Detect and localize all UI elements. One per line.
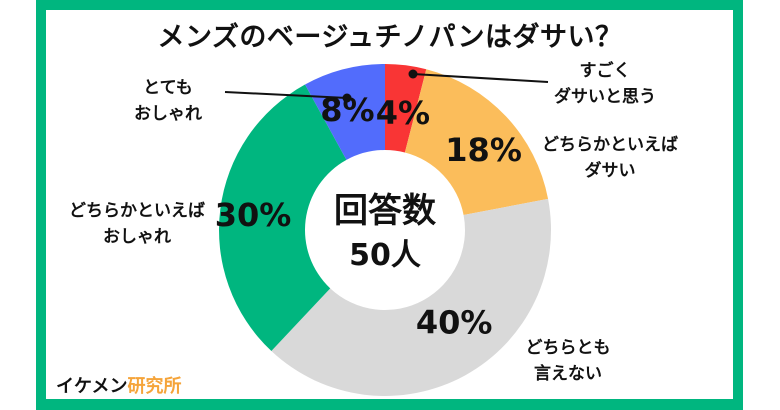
brand-accent: 研究所 bbox=[127, 376, 182, 397]
label-line: すごく bbox=[579, 61, 631, 81]
label-line: どちらかといえば bbox=[542, 135, 678, 155]
donut-slice bbox=[305, 64, 385, 160]
brand-logo: イケメン研究所 bbox=[56, 372, 181, 398]
donut-slice bbox=[404, 69, 549, 216]
label-line: 言えない bbox=[534, 364, 602, 384]
label-very-dasai: すごく ダサいと思う bbox=[530, 58, 680, 110]
percent-label: 18% bbox=[445, 131, 522, 169]
label-somewhat-dasai: どちらかといえば ダサい bbox=[525, 132, 695, 184]
center-label-title: 回答数 bbox=[334, 191, 436, 231]
callout-dot-very-dasai bbox=[408, 69, 418, 79]
label-line: とても bbox=[143, 78, 193, 98]
chart-title: メンズのベージュチノパンはダサい？ bbox=[157, 22, 623, 53]
label-line: おしゃれ bbox=[103, 227, 171, 247]
label-line: どちらとも bbox=[525, 338, 611, 358]
callout-line-very-stylish bbox=[224, 91, 348, 99]
label-line: どちらかといえば bbox=[69, 201, 205, 221]
donut-slice bbox=[271, 198, 551, 396]
brand-main: イケメン bbox=[56, 376, 128, 397]
percent-label: 40% bbox=[416, 303, 493, 341]
label-line: ダサいと思う bbox=[554, 87, 656, 107]
green-frame bbox=[36, 0, 743, 410]
percent-label: 4% bbox=[376, 94, 430, 132]
label-very-stylish: とても おしゃれ bbox=[118, 75, 218, 127]
donut-slices bbox=[219, 64, 551, 396]
callout-line-very-dasai bbox=[412, 73, 549, 83]
percent-label: 30% bbox=[215, 196, 292, 234]
donut-slice bbox=[219, 84, 347, 352]
label-somewhat-stylish: どちらかといえば おしゃれ bbox=[52, 198, 222, 250]
label-neither: どちらとも 言えない bbox=[508, 335, 628, 387]
center-label-count: 50人 bbox=[349, 238, 421, 273]
callout-dot-very-stylish bbox=[342, 93, 352, 103]
label-line: ダサい bbox=[584, 161, 636, 181]
label-line: おしゃれ bbox=[134, 104, 202, 124]
donut-slice bbox=[385, 64, 427, 153]
